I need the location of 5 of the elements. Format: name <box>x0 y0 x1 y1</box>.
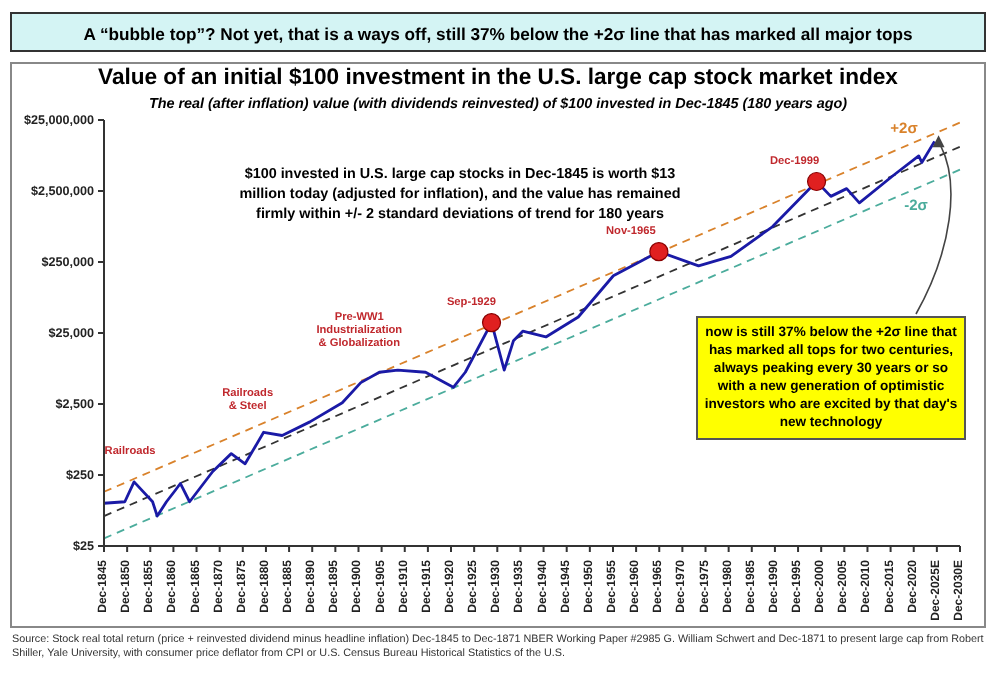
point <box>481 313 502 333</box>
point <box>806 171 827 192</box>
point <box>649 242 669 262</box>
chart-title: Value of an initial $100 investment in the U.S. large cap stock market index <box>96 66 900 90</box>
text: A “bubble top”? Not yet, that is a ways off, still 37% below the +2σ line that has marked all major tops <box>10 12 986 52</box>
